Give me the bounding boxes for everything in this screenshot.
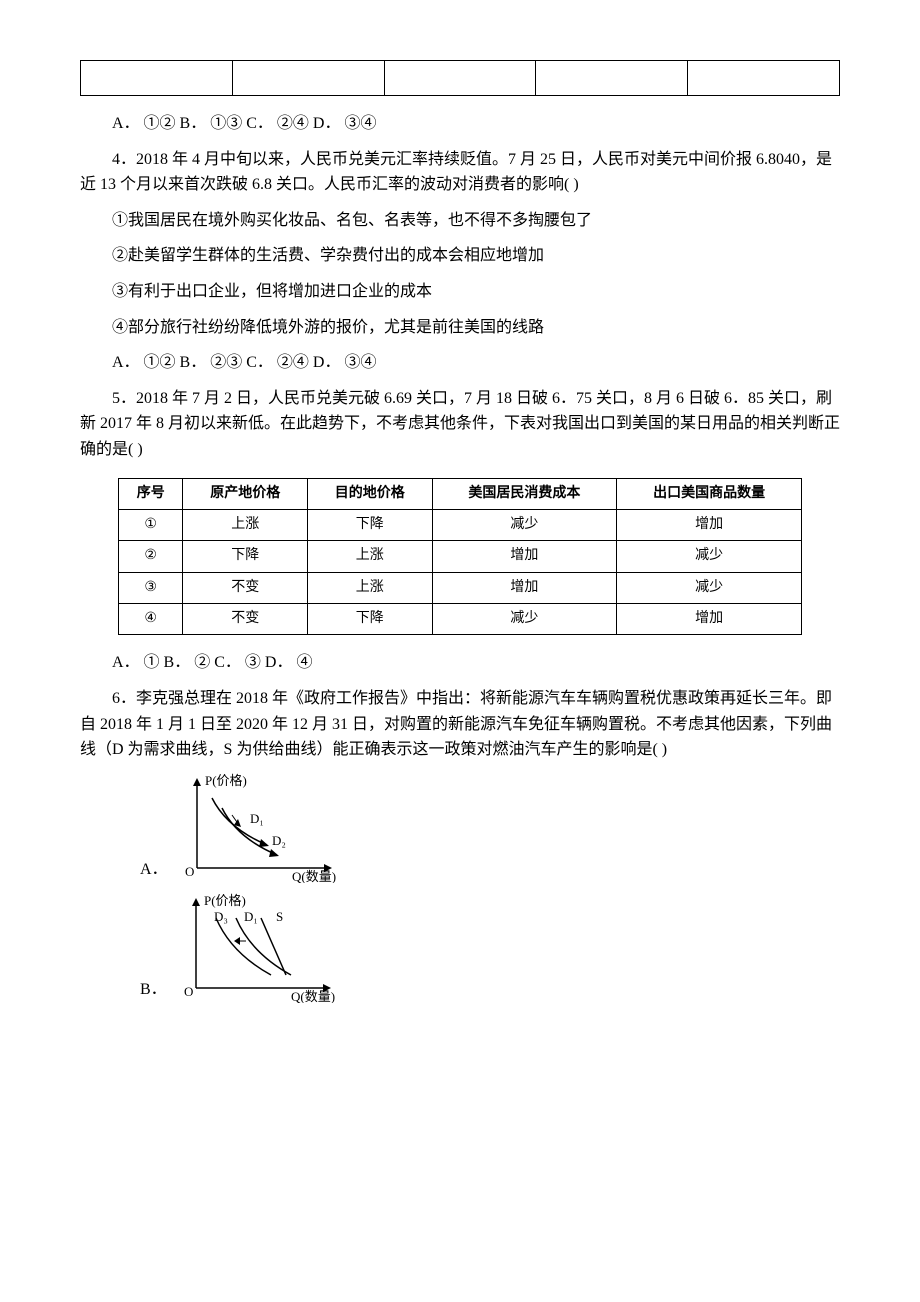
x-axis-label: Q(数量) (291, 989, 335, 1003)
table-header-row: 序号 原产地价格 目的地价格 美国居民消费成本 出口美国商品数量 (119, 478, 802, 509)
origin-label: O (184, 984, 193, 999)
table-row: ④ 不变 下降 减少 增加 (119, 604, 802, 635)
cell: ① (119, 509, 183, 540)
q4-opt1: ①我国居民在境外购买化妆品、名包、名表等，也不得不多掏腰包了 (80, 208, 840, 234)
cell: 不变 (183, 572, 308, 603)
cell: ③ (119, 572, 183, 603)
q4-choices: A． ①② B． ②③ C． ②④ D． ③④ (80, 350, 840, 376)
s-label: S (276, 909, 283, 924)
empty-cell (384, 61, 536, 96)
empty-cell (81, 61, 233, 96)
cell: 增加 (617, 604, 802, 635)
col-h0: 序号 (119, 478, 183, 509)
chart-b-label: B． (140, 977, 167, 1003)
chart-a-label: A． (140, 857, 168, 883)
empty-cell (232, 61, 384, 96)
cell: ④ (119, 604, 183, 635)
d3-label: D₃ (214, 909, 228, 924)
cell: ② (119, 541, 183, 572)
cell: 减少 (617, 541, 802, 572)
col-h3: 美国居民消费成本 (432, 478, 617, 509)
cell: 下降 (307, 604, 432, 635)
empty-cell (536, 61, 688, 96)
chart-b-svg: P(价格) Q(数量) O D₁ D₃ S (176, 893, 336, 1003)
q4-opt3: ③有利于出口企业，但将增加进口企业的成本 (80, 279, 840, 305)
q4-opt2: ②赴美留学生群体的生活费、学杂费付出的成本会相应地增加 (80, 243, 840, 269)
q5-choices: A． ① B． ② C． ③ D． ④ (80, 650, 840, 676)
cell: 减少 (432, 509, 617, 540)
chart-a-svg: P(价格) Q(数量) O D₁ D₂ (177, 773, 337, 883)
cell: 上涨 (307, 572, 432, 603)
table-row: ① 上涨 下降 减少 增加 (119, 509, 802, 540)
chart-b: B． P(价格) Q(数量) O D₁ D₃ S (140, 893, 840, 1003)
y-axis-label: P(价格) (204, 893, 246, 908)
cell: 下降 (307, 509, 432, 540)
empty-cell (688, 61, 840, 96)
cell: 减少 (617, 572, 802, 603)
cell: 上涨 (307, 541, 432, 572)
chart-a: A． P(价格) Q(数量) O D₁ D₂ (140, 773, 840, 883)
col-h1: 原产地价格 (183, 478, 308, 509)
y-axis-label: P(价格) (205, 773, 247, 788)
q6-stem: 6．李克强总理在 2018 年《政府工作报告》中指出：将新能源汽车车辆购置税优惠… (80, 686, 840, 763)
d1-label: D₁ (250, 811, 264, 826)
d2-label: D₂ (272, 833, 286, 848)
q5-table: 序号 原产地价格 目的地价格 美国居民消费成本 出口美国商品数量 ① 上涨 下降… (118, 478, 802, 636)
cell: 增加 (432, 572, 617, 603)
cell: 减少 (432, 604, 617, 635)
col-h4: 出口美国商品数量 (617, 478, 802, 509)
origin-label: O (185, 864, 194, 879)
cell: 上涨 (183, 509, 308, 540)
cell: 下降 (183, 541, 308, 572)
cell: 增加 (617, 509, 802, 540)
col-h2: 目的地价格 (307, 478, 432, 509)
empty-header-table (80, 60, 840, 96)
x-axis-label: Q(数量) (292, 869, 336, 883)
q4-stem: 4．2018 年 4 月中旬以来，人民币兑美元汇率持续贬值。7 月 25 日，人… (80, 147, 840, 198)
cell: 不变 (183, 604, 308, 635)
d1-label: D₁ (244, 909, 258, 924)
cell: 增加 (432, 541, 617, 572)
q5-stem: 5．2018 年 7 月 2 日，人民币兑美元破 6.69 关口，7 月 18 … (80, 386, 840, 463)
q4-opt4: ④部分旅行社纷纷降低境外游的报价，尤其是前往美国的线路 (80, 315, 840, 341)
table-row: ③ 不变 上涨 增加 减少 (119, 572, 802, 603)
q3-options: A． ①② B． ①③ C． ②④ D． ③④ (80, 111, 840, 137)
table-row: ② 下降 上涨 增加 减少 (119, 541, 802, 572)
